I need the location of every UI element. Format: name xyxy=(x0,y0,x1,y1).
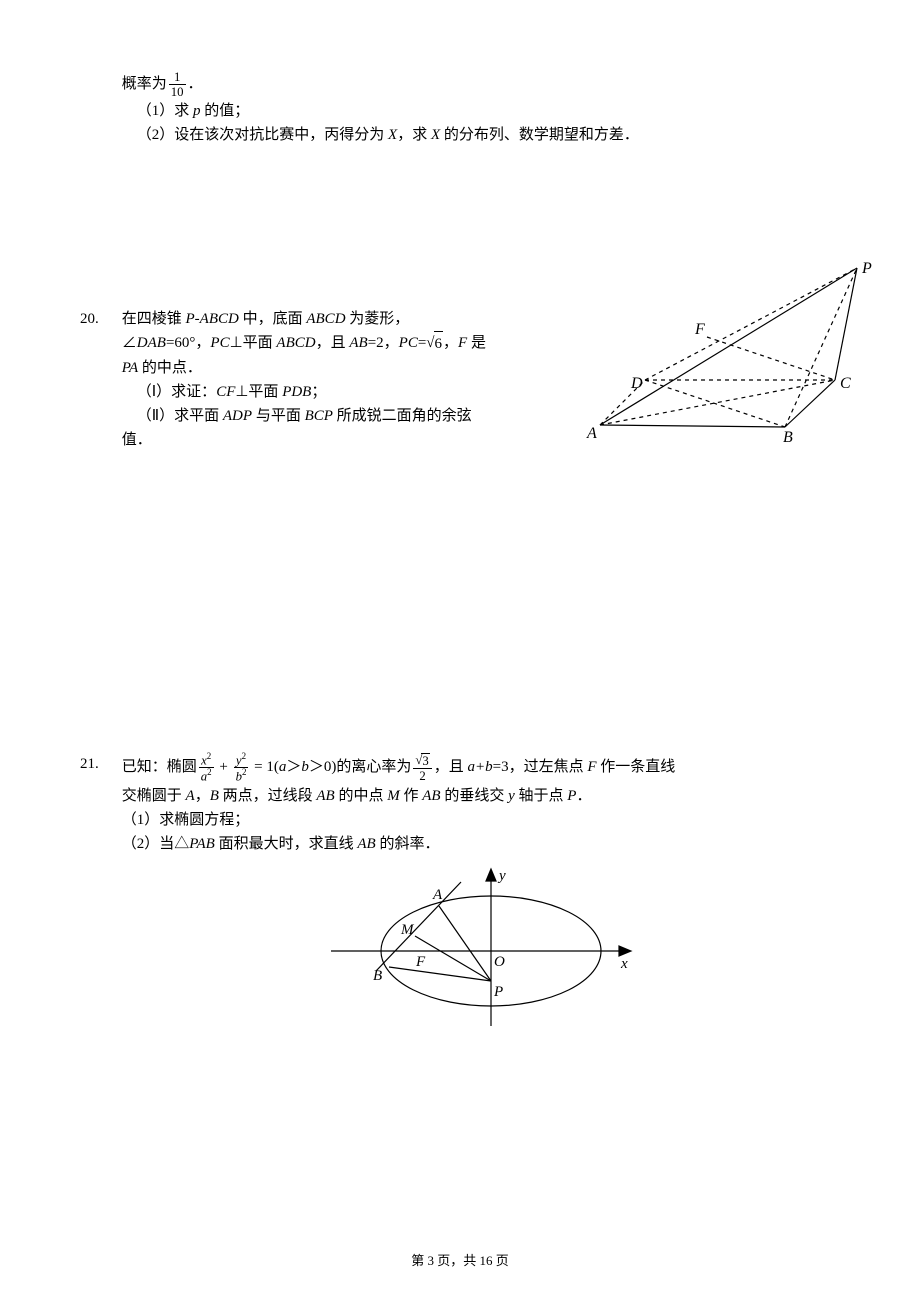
q19-sub1: （1）求 p 的值； xyxy=(122,99,840,123)
page-footer: 第 3 页，共 16 页 xyxy=(0,1251,920,1272)
pt-C: C xyxy=(840,375,851,392)
q20-number: 20. xyxy=(80,307,118,331)
q19-suffix: ． xyxy=(188,76,203,92)
ellipse-figure: y x A B M F O P xyxy=(321,866,641,1036)
q19-prefix: 概率为 xyxy=(122,76,167,92)
pt-O: O xyxy=(494,954,505,970)
question-21: 21. 已知：椭圆x2a2 + y2b2 = 1(a＞b＞0)的离心率为32，且… xyxy=(80,752,840,1036)
frac-sqrt3-2: 32 xyxy=(413,753,431,783)
q19-prob-line: 概率为110． xyxy=(122,70,840,99)
pt-P: P xyxy=(861,260,872,277)
q20-part2-cont: 值． xyxy=(122,428,492,452)
pt-A: A xyxy=(432,887,443,903)
q21-sub1: （1）求椭圆方程； xyxy=(122,808,840,832)
pt-M: M xyxy=(400,922,415,938)
pt-F: F xyxy=(415,954,426,970)
axis-y-label: y xyxy=(497,868,506,884)
q21-number: 21. xyxy=(80,752,118,776)
page-content: 概率为110． （1）求 p 的值； （2）设在该次对抗比赛中，丙得分为 X，求… xyxy=(80,70,840,1036)
q19-body: 概率为110． （1）求 p 的值； （2）设在该次对抗比赛中，丙得分为 X，求… xyxy=(122,70,840,147)
pt-P: P xyxy=(493,984,503,1000)
pt-A: A xyxy=(586,425,597,442)
q21-body: 已知：椭圆x2a2 + y2b2 = 1(a＞b＞0)的离心率为32，且 a+b… xyxy=(122,752,840,1036)
frac-x2-a2: x2a2 xyxy=(199,752,214,784)
q19-sub2: （2）设在该次对抗比赛中，丙得分为 X，求 X 的分布列、数学期望和方差． xyxy=(122,123,840,147)
fraction-1-10: 110 xyxy=(169,70,186,99)
frac-y2-b2: y2b2 xyxy=(234,752,249,784)
q20-part2: （Ⅱ）求平面 ADP 与平面 BCP 所成锐二面角的余弦 xyxy=(122,404,492,428)
pt-B: B xyxy=(783,429,793,446)
q21-sub2: （2）当△PAB 面积最大时，求直线 AB 的斜率． xyxy=(122,832,840,856)
sqrt-6: 6 xyxy=(426,331,443,356)
q21-line1: 已知：椭圆x2a2 + y2b2 = 1(a＞b＞0)的离心率为32，且 a+b… xyxy=(122,752,840,784)
pyramid-figure: A B C D F P xyxy=(555,260,885,460)
pt-B: B xyxy=(373,968,382,984)
q21-line2: 交椭圆于 A，B 两点，过线段 AB 的中点 M 作 AB 的垂线交 y 轴于点… xyxy=(122,784,840,808)
q20-part1: （Ⅰ）求证：CF⊥平面 PDB； xyxy=(122,380,492,404)
q20-body: 在四棱锥 P-ABCD 中，底面 ABCD 为菱形，∠DAB=60°，PC⊥平面… xyxy=(122,307,492,452)
axis-x-label: x xyxy=(620,956,628,972)
pt-D: D xyxy=(630,375,643,392)
pt-F: F xyxy=(694,321,705,338)
question-19-continuation: 概率为110． （1）求 p 的值； （2）设在该次对抗比赛中，丙得分为 X，求… xyxy=(80,70,840,147)
